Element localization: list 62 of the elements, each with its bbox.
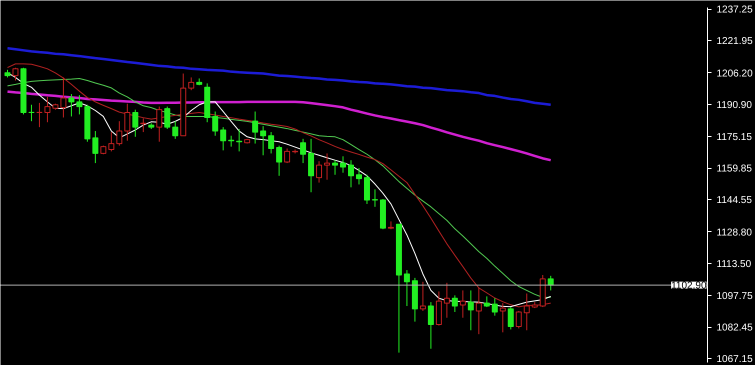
candlestick [284,148,290,164]
candlestick [500,302,506,333]
candlestick [436,290,442,326]
candlestick [252,111,258,144]
candlestick [508,306,514,330]
y-tick-label: 1067.15 [716,354,754,365]
candlestick [116,120,122,146]
candlestick [460,290,466,318]
candlestick [188,76,194,91]
candlestick [516,310,522,329]
candlestick [300,138,306,164]
candlestick [332,160,338,176]
candlestick [476,287,482,335]
candlestick [36,102,42,128]
candlestick [212,111,218,136]
candlestick [92,130,98,164]
candlestick [172,120,178,140]
candlestick [220,126,226,151]
candlestick [404,270,410,307]
candlestick [60,76,66,118]
candlestick [164,106,170,130]
candlestick [316,160,322,184]
y-tick-label: 1144.55 [716,195,752,206]
candlestick [468,290,474,331]
y-tick-label: 1113.50 [716,258,752,270]
candlestick [348,160,354,188]
candlestick [108,132,114,152]
y-tick-label: 1221.95 [716,36,754,48]
candlestick [76,94,82,115]
candlestick [364,174,370,204]
candlestick [356,168,362,185]
candlestick [308,138,314,193]
candlestick [428,302,434,350]
line-series [6,47,552,106]
y-tick-label: 1237.25 [716,4,754,16]
candlestick [444,282,450,318]
candlestick [12,67,18,82]
candlestick [44,96,50,123]
candlestick [156,106,162,142]
candlestick [452,294,458,312]
candlestick [68,94,74,117]
candlestick [124,103,130,142]
candlestick [268,132,274,154]
candlestick [260,126,266,156]
candlestick [340,156,346,174]
candlestick [140,118,146,133]
candlestick [276,145,282,176]
candlestick [372,188,378,208]
candlestick [484,296,490,308]
y-tick-label: 1082.45 [716,322,754,334]
line-series [6,90,552,162]
candlestick [132,109,138,138]
candlestick [492,298,498,316]
y-tick-label: 1097.75 [716,291,754,302]
y-tick-label: 1206.20 [716,68,754,80]
y-tick-label: 1159.85 [716,164,752,175]
candlestick [324,152,330,180]
candlestick [420,281,426,312]
y-tick-label: 1190.90 [716,100,752,111]
y-tick-label: 1128.80 [716,227,752,238]
candlestick [28,104,34,122]
y-tick-label: 1175.15 [716,132,752,144]
